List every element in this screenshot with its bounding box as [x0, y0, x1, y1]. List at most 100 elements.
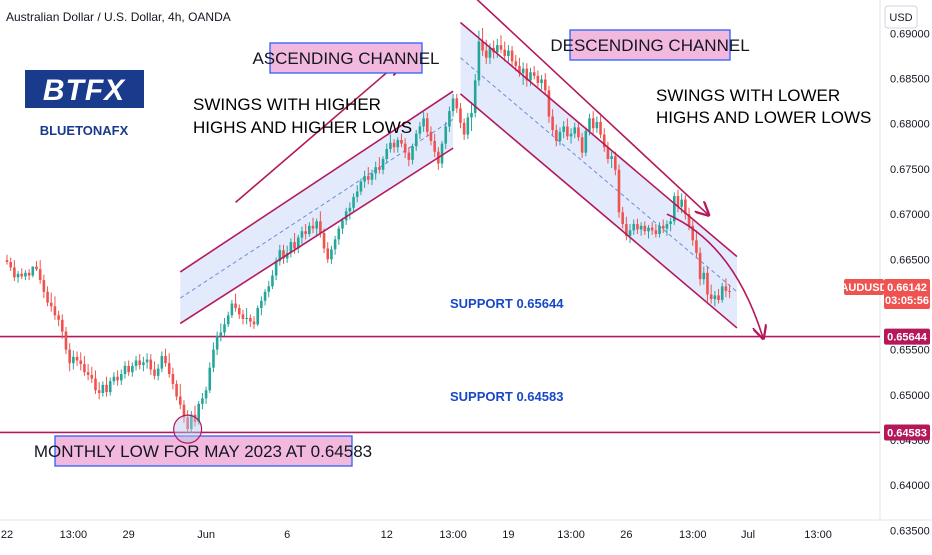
- candle: [282, 244, 285, 264]
- candle-body: [263, 291, 267, 301]
- candle-body: [496, 45, 499, 53]
- monthly-low-label: MONTHLY LOW FOR MAY 2023 AT 0.64583: [34, 435, 372, 467]
- candle-body: [35, 266, 38, 270]
- candle-body: [182, 404, 186, 418]
- candle-body: [271, 275, 274, 287]
- candle-body: [330, 249, 333, 260]
- candle: [499, 35, 503, 54]
- candle-body: [75, 356, 79, 361]
- candle-body: [562, 126, 565, 132]
- candle-body: [455, 98, 459, 109]
- support-2-tag-text: 0.64583: [887, 427, 927, 439]
- candle-body: [503, 49, 507, 56]
- candle: [584, 127, 588, 157]
- candle: [178, 383, 182, 410]
- candle-body: [215, 336, 219, 350]
- time-tick-label: 6: [284, 529, 290, 541]
- candle: [547, 85, 551, 123]
- candle: [661, 219, 665, 234]
- time-tick-label: 22: [1, 529, 13, 541]
- candle: [156, 364, 160, 381]
- candle: [636, 218, 639, 234]
- candle-body: [5, 260, 9, 262]
- candle: [606, 141, 610, 164]
- candle: [569, 128, 573, 144]
- candle: [702, 266, 706, 285]
- candle-body: [293, 242, 296, 249]
- candle: [326, 242, 330, 263]
- candle-body: [249, 317, 252, 322]
- candle-body: [289, 242, 293, 253]
- candle: [35, 261, 38, 272]
- time-axis[interactable]: 22 13:00 29 Jun 6 12 13:00 19 13:00 26 13:00 Jul 13:…: [1, 529, 832, 541]
- candle-body: [319, 221, 322, 234]
- candle-body: [31, 266, 35, 276]
- monthly-low-marker: [173, 414, 203, 444]
- candle-body: [156, 368, 160, 376]
- candle: [706, 267, 709, 302]
- candle-body: [178, 396, 182, 405]
- candle: [201, 392, 204, 410]
- candle-body: [647, 227, 650, 232]
- candle: [138, 354, 142, 370]
- candle-body: [304, 231, 307, 234]
- candle: [108, 377, 112, 396]
- candle-body: [315, 221, 318, 229]
- candle: [127, 360, 130, 376]
- candle: [212, 342, 215, 373]
- candle-body: [252, 321, 256, 325]
- candle: [433, 133, 436, 158]
- candle-body: [127, 365, 130, 373]
- candle: [20, 268, 24, 280]
- candle-body: [138, 360, 142, 365]
- candle: [562, 121, 565, 139]
- candle-body: [444, 126, 448, 144]
- candle: [566, 118, 569, 140]
- candle-body: [676, 196, 680, 207]
- candle-body: [142, 362, 145, 365]
- candle-body: [61, 319, 64, 332]
- candle: [337, 225, 341, 245]
- candle: [90, 366, 94, 384]
- candle-body: [378, 167, 381, 170]
- candle: [256, 305, 259, 327]
- candle: [507, 45, 510, 63]
- candle-body: [466, 117, 470, 135]
- candle: [639, 222, 643, 236]
- time-tick-label: 12: [381, 529, 393, 541]
- candle: [396, 137, 400, 153]
- candle: [322, 228, 326, 253]
- candle-body: [510, 50, 514, 62]
- candle: [525, 63, 529, 87]
- candle-body: [514, 61, 518, 66]
- candle-body: [551, 116, 554, 131]
- currency-box[interactable]: [884, 5, 918, 29]
- candle: [374, 161, 377, 180]
- ascending-channel-area: [180, 91, 454, 324]
- candle: [38, 260, 42, 284]
- candle-body: [20, 273, 24, 277]
- candle-body: [201, 398, 204, 404]
- arrow-layer: [235, 0, 763, 337]
- candle-body: [569, 133, 573, 137]
- candle: [518, 57, 521, 77]
- price-tick-label: 0.65500: [890, 345, 930, 357]
- candle: [42, 274, 46, 299]
- candle: [510, 46, 514, 66]
- candle-layer: [5, 27, 731, 433]
- candle-body: [636, 224, 639, 230]
- price-tick-label: 0.65000: [890, 390, 930, 402]
- candle: [219, 323, 223, 342]
- candle: [249, 314, 252, 328]
- candle: [142, 356, 145, 372]
- candle-body: [400, 139, 403, 144]
- candle: [684, 195, 687, 220]
- candle-body: [709, 294, 713, 300]
- candle-body: [433, 140, 436, 152]
- candle-body: [348, 207, 352, 212]
- channel-layer: [180, 22, 738, 328]
- candle: [300, 226, 304, 244]
- candle: [164, 348, 167, 367]
